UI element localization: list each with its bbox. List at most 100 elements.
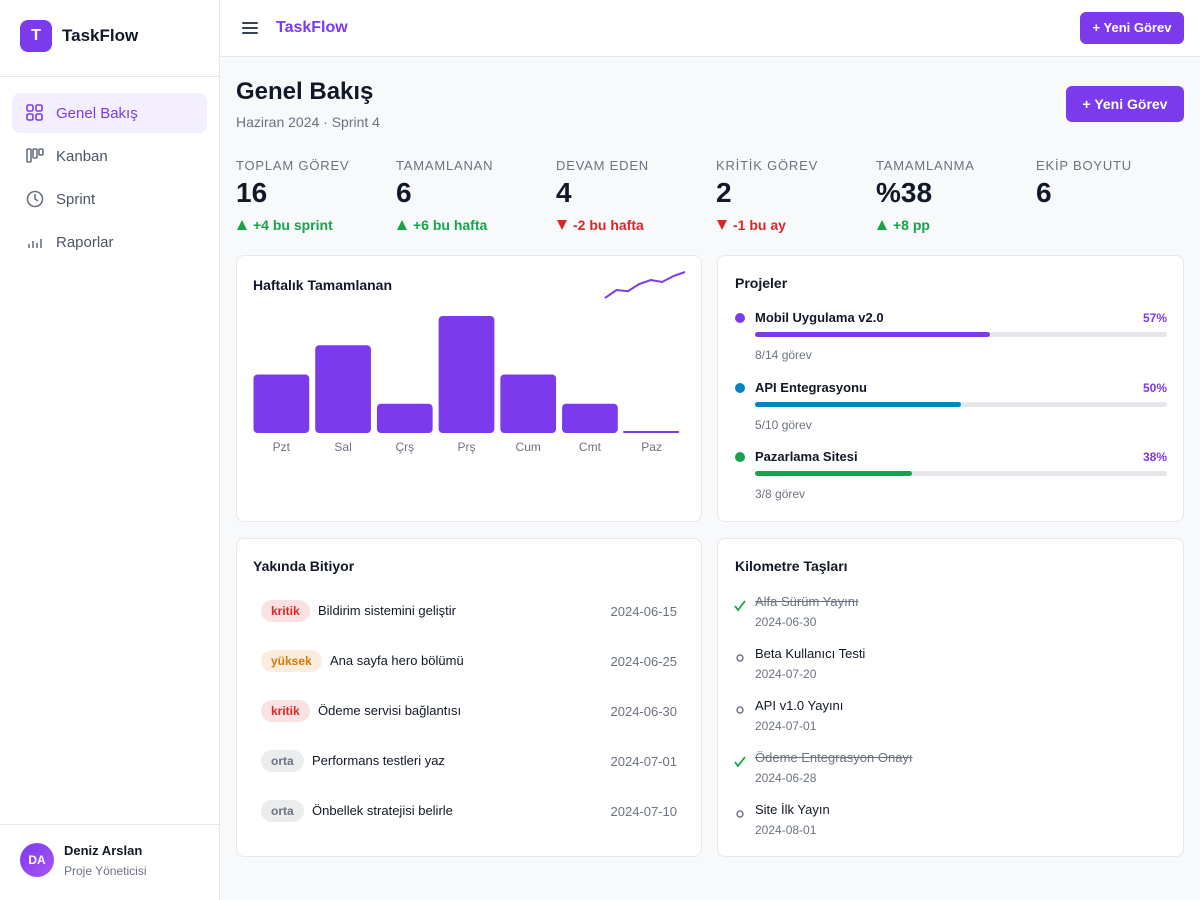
milestones-card [717, 538, 1184, 857]
pending-icon [733, 807, 747, 821]
task-name: Performans testleri yaz [312, 753, 445, 768]
pending-icon-svg [736, 706, 744, 714]
milestone-date: 2024-06-28 [755, 771, 817, 785]
nav-icon [25, 146, 45, 166]
project-percent: 57% [1142, 311, 1167, 325]
sidebar-divider [0, 76, 219, 77]
x-tick-label: Prş [458, 440, 476, 454]
stat-delta: -2 bu hafta [573, 217, 644, 233]
user-name: Deniz Arslan [64, 843, 143, 858]
stat-delta: +6 bu hafta [413, 217, 488, 233]
nav-icon [25, 189, 45, 209]
bar [438, 316, 495, 433]
user-role: Proje Yöneticisi [64, 864, 147, 878]
stat-label: KRİTİK GÖREV [716, 158, 819, 173]
pending-icon [733, 703, 747, 717]
nav-icon-svg [26, 104, 43, 121]
check-icon [733, 755, 747, 769]
sidebar [0, 0, 220, 900]
stat-value: 16 [236, 177, 268, 208]
stat-delta: -1 bu ay [733, 217, 786, 233]
pending-icon-svg [736, 810, 744, 818]
topbar-title: TaskFlow [276, 19, 348, 36]
nav-item[interactable]: Kanban [56, 148, 108, 165]
task-date: 2024-06-25 [610, 654, 678, 669]
nav-icon [25, 232, 45, 252]
stat-value: %38 [876, 177, 933, 208]
projects-card [717, 255, 1184, 522]
nav-icon-svg [26, 148, 44, 163]
trend-icon [236, 218, 248, 230]
task-name: Ödeme servisi bağlantısı [318, 703, 462, 718]
sparkline [604, 271, 686, 299]
priority-badge: orta [261, 800, 304, 822]
nav-item[interactable]: Sprint [56, 191, 96, 208]
nav-icon-svg [28, 239, 42, 248]
nav-active-bg [12, 93, 207, 133]
stat-label: TAMAMLANAN [396, 158, 494, 173]
project-tasks: 8/14 görev [755, 348, 812, 362]
bar [253, 374, 310, 433]
card-title: Yakında Bitiyor [253, 558, 355, 574]
trend-icon-svg [877, 220, 887, 230]
trend-icon-svg [397, 220, 407, 230]
task-date: 2024-06-30 [610, 704, 678, 719]
task-date: 2024-07-10 [610, 804, 678, 819]
milestone-name: API v1.0 Yayını [755, 698, 844, 713]
stat-label: DEVAM EDEN [556, 158, 649, 173]
stat-delta: +4 bu sprint [253, 217, 333, 233]
trend-icon-svg [717, 220, 727, 230]
logo: T [20, 20, 52, 52]
brand: TaskFlow [62, 26, 139, 45]
task-name: Ana sayfa hero bölümü [330, 653, 464, 668]
bar [376, 403, 433, 433]
milestone-name: Beta Kullanıcı Testi [755, 646, 866, 661]
check-icon-svg [734, 756, 746, 768]
progress-track [755, 471, 1167, 476]
trend-icon [876, 218, 888, 230]
trend-icon-svg [237, 220, 247, 230]
progress-track [755, 401, 1167, 407]
project-name: Pazarlama Sitesi [755, 449, 858, 464]
stat-delta: +8 pp [893, 217, 930, 233]
x-tick-label: Çrş [395, 440, 414, 454]
header-button[interactable]: + Yeni Görev [1066, 86, 1184, 122]
trend-icon [396, 218, 408, 230]
stat-label: TOPLAM GÖREV [236, 158, 350, 173]
menu-icon[interactable] [240, 18, 260, 38]
topbar-button[interactable]: + Yeni Görev [1080, 12, 1184, 44]
nav-item[interactable]: Genel Bakış [56, 105, 138, 122]
x-tick-label: Cum [516, 440, 541, 454]
nav-item[interactable]: Raporlar [56, 234, 114, 251]
x-tick-label: Pzt [273, 440, 291, 454]
page-subtitle: Haziran 2024 · Sprint 4 [236, 114, 380, 130]
pending-icon-svg [736, 654, 744, 662]
milestone-name: Ödeme Entegrasyon Onayı [755, 750, 913, 765]
progress-bar [755, 471, 912, 476]
task-name: Bildirim sistemini geliştir [318, 603, 456, 618]
stat-value: 6 [396, 177, 412, 208]
nav-icon [25, 103, 45, 123]
pending-icon [733, 651, 747, 665]
project-tasks: 5/10 görev [755, 417, 812, 432]
project-dot [735, 452, 745, 462]
stat-value: 6 [1036, 177, 1052, 208]
avatar: DA [20, 843, 54, 877]
x-tick-label: Cmt [579, 440, 602, 454]
page-title: Genel Bakış [236, 78, 374, 105]
project-percent: 50% [1142, 380, 1167, 395]
stat-label: TAMAMLANMA [876, 158, 975, 173]
nav-icon-svg [26, 190, 44, 208]
priority-badge: orta [261, 750, 304, 772]
milestone-name: Site İlk Yayın [755, 802, 830, 817]
bar [562, 403, 618, 433]
priority-badge: kritik [261, 600, 310, 622]
milestone-date: 2024-06-30 [755, 615, 817, 629]
chart-title: Haftalık Tamamlanan [253, 277, 392, 293]
upcoming-card [236, 538, 702, 857]
project-dot [735, 382, 745, 393]
milestone-name: Alfa Sürüm Yayını [755, 594, 859, 609]
x-tick-label: Paz [641, 440, 662, 454]
stat-value: 4 [556, 177, 572, 208]
